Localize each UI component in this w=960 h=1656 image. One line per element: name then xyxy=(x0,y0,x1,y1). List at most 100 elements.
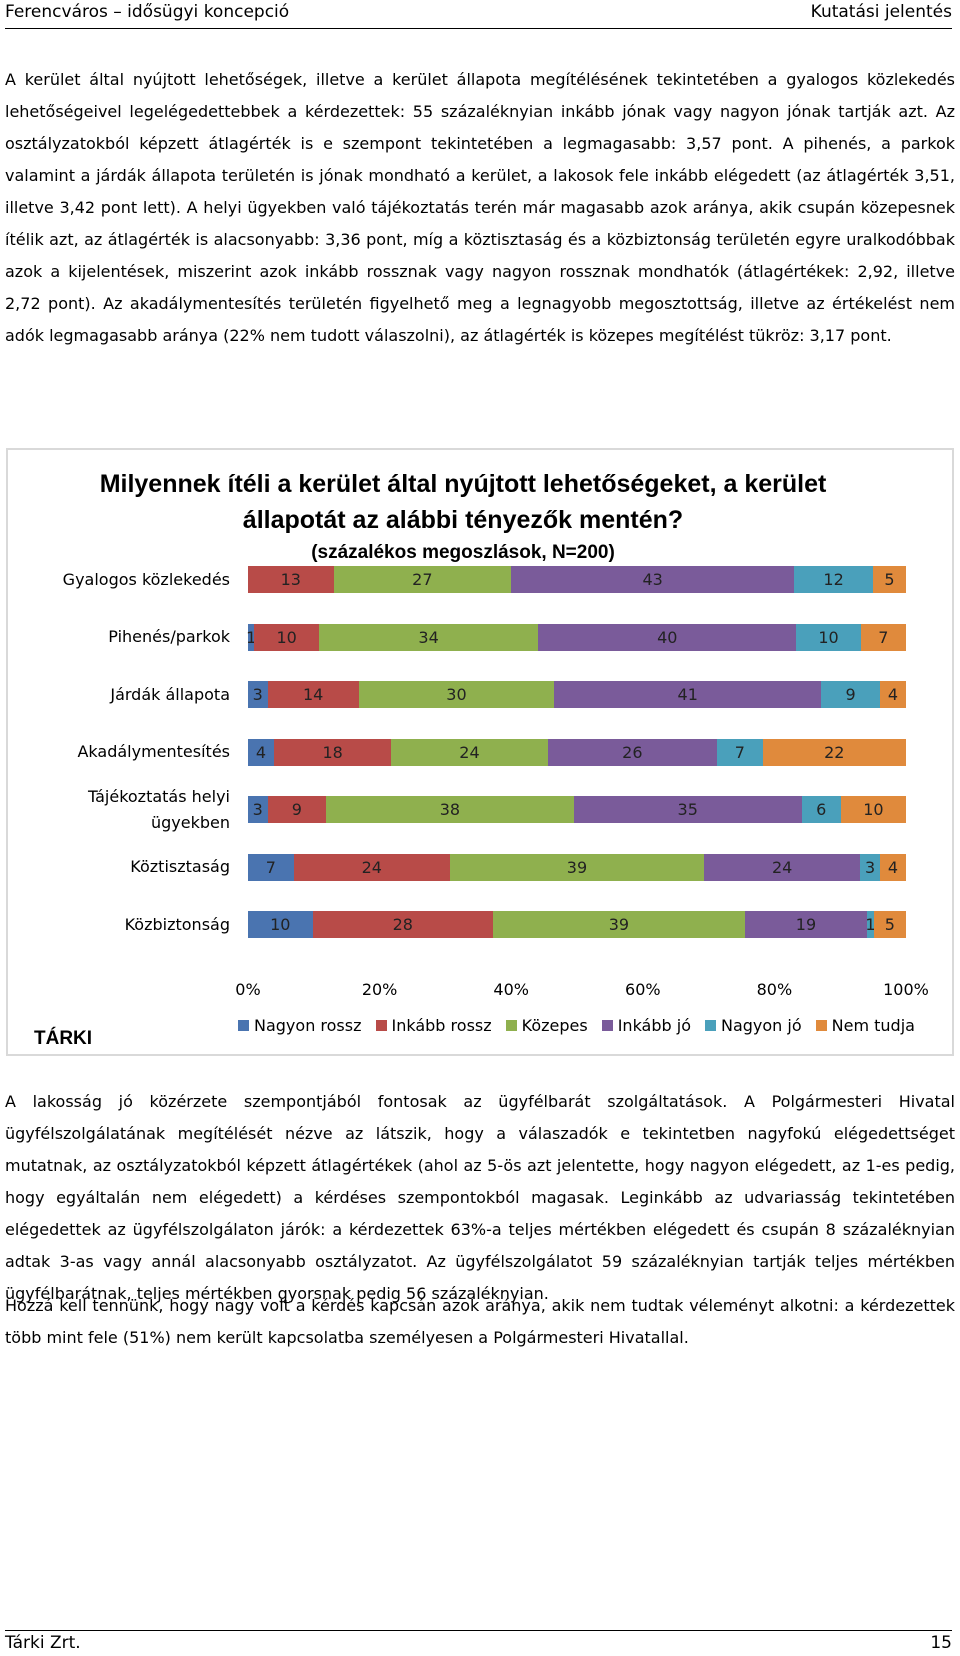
bar-segment: 7 xyxy=(717,738,763,766)
data-label: 38 xyxy=(439,800,461,819)
bar-segment: 24 xyxy=(704,853,861,881)
page-footer: Tárki Zrt. 15 xyxy=(5,1630,952,1656)
category-label: Pihenés/parkok xyxy=(108,627,230,646)
bar-segment: 14 xyxy=(267,681,359,708)
data-label: 6 xyxy=(816,800,827,819)
legend-swatch xyxy=(704,1020,716,1031)
bar-segment: 1 xyxy=(865,911,876,938)
header-report-type: Kutatási jelentés xyxy=(810,2,952,22)
data-label: 40 xyxy=(657,627,678,647)
category-label: Közbiztonság xyxy=(124,914,230,934)
bar-segment: 38 xyxy=(326,796,574,823)
data-label: 14 xyxy=(302,685,324,704)
legend-label: Nagyon jó xyxy=(720,1016,802,1035)
bar-segment: 35 xyxy=(573,796,802,823)
legend-entry: Nagyon rossz xyxy=(238,1016,362,1035)
stacked-bar: 1 10 34 40 10 7 xyxy=(246,623,906,651)
paragraph-district-assessment: A kerület által nyújtott lehetőségek, il… xyxy=(5,70,955,345)
data-label: 12 xyxy=(823,570,844,589)
legend-label: Nem tudja xyxy=(831,1016,915,1035)
data-label: 9 xyxy=(845,685,856,704)
page-header: Ferencváros – idősügyi koncepció Kutatás… xyxy=(5,0,952,29)
x-tick-label: 60% xyxy=(625,980,661,999)
x-tick-label: 0% xyxy=(235,980,261,999)
bar-segment: 40 xyxy=(538,623,797,651)
bar-segment: 4 xyxy=(879,853,906,881)
bar-segment: 28 xyxy=(312,911,494,938)
data-label: 41 xyxy=(677,685,698,704)
legend-entry: Közepes xyxy=(505,1016,588,1035)
data-label: 3 xyxy=(252,685,263,704)
bar-segment: 4 xyxy=(879,681,906,708)
bar-segment: 39 xyxy=(493,911,745,938)
bar-segment: 18 xyxy=(274,738,392,766)
data-label: 26 xyxy=(622,742,643,762)
bar-segment: 7 xyxy=(860,623,906,651)
data-label: 19 xyxy=(795,915,817,934)
data-label: 34 xyxy=(418,627,439,647)
chart-title: Milyennek ítéli a kerület által nyújtott… xyxy=(99,470,827,534)
category-label: Tájékoztatás helyi ügyekben xyxy=(87,786,230,832)
data-label: 13 xyxy=(280,570,301,589)
bar-segment: 12 xyxy=(794,566,874,593)
page-number: 15 xyxy=(930,1633,952,1653)
stacked-bar: 4 18 24 26 7 22 xyxy=(248,738,906,766)
bar-segment: 24 xyxy=(293,853,450,881)
data-label: 43 xyxy=(642,570,663,589)
stacked-bar: 13 27 43 12 5 xyxy=(248,566,906,593)
category-label: Járdák állapota xyxy=(110,684,230,704)
data-label: 1 xyxy=(865,915,876,934)
x-tick-label: 20% xyxy=(361,980,398,999)
data-label: 18 xyxy=(322,742,343,762)
legend-swatch xyxy=(601,1020,613,1031)
legend-swatch xyxy=(815,1020,827,1031)
bar-segment: 43 xyxy=(511,566,795,593)
stacked-bar: 10 28 39 19 1 5 xyxy=(248,911,906,938)
data-label: 5 xyxy=(884,570,895,589)
x-tick-label: 80% xyxy=(756,980,793,999)
data-label: 22 xyxy=(824,742,845,762)
x-tick-label: 40% xyxy=(493,980,529,999)
data-label: 27 xyxy=(412,570,433,589)
paragraph-no-contact: Hozzá kell tennünk, hogy nagy volt a kér… xyxy=(5,1296,955,1347)
category-label: Akadálymentesítés xyxy=(77,742,230,761)
legend-label: Inkább jó xyxy=(617,1016,691,1035)
legend-entry: Inkább rossz xyxy=(375,1016,492,1035)
data-label: 10 xyxy=(270,915,291,934)
legend-label: Közepes xyxy=(521,1016,588,1035)
data-label: 4 xyxy=(887,685,898,704)
stacked-bar-chart: Milyennek ítéli a kerület által nyújtott… xyxy=(6,448,954,1056)
bar-segment: 5 xyxy=(873,911,906,938)
bar-segment: 13 xyxy=(248,566,334,593)
bar-segment: 5 xyxy=(873,566,906,593)
data-label: 5 xyxy=(884,915,895,934)
bar-segment: 10 xyxy=(796,623,861,651)
legend-entry: Inkább jó xyxy=(601,1016,691,1035)
bar-segment: 10 xyxy=(840,796,906,823)
bar-segment: 3 xyxy=(860,853,880,881)
legend-label: Nagyon rossz xyxy=(254,1016,362,1035)
bar-segment: 26 xyxy=(547,738,718,766)
data-label: 24 xyxy=(361,857,382,877)
stacked-bar: 3 9 38 35 6 10 xyxy=(248,796,906,823)
data-label: 10 xyxy=(276,627,297,647)
data-label: 35 xyxy=(677,800,698,819)
data-label: 10 xyxy=(863,800,884,819)
bar-segment: 3 xyxy=(248,681,268,708)
bar-segment: 22 xyxy=(762,738,906,766)
data-label: 1 xyxy=(246,627,257,647)
legend-swatch xyxy=(375,1020,387,1031)
footer-publisher: Tárki Zrt. xyxy=(5,1633,81,1653)
bar-segment: 7 xyxy=(248,853,294,881)
data-label: 3 xyxy=(252,800,263,819)
data-label: 7 xyxy=(265,857,276,877)
data-label: 7 xyxy=(878,627,889,647)
bar-segment: 39 xyxy=(449,853,705,881)
bar-segment: 41 xyxy=(554,681,822,708)
bar-segment: 10 xyxy=(248,911,313,938)
stacked-bar: 3 14 30 41 9 4 xyxy=(248,681,906,708)
data-label: 4 xyxy=(887,857,898,877)
tarki-logo: TÁRKI xyxy=(34,1028,93,1049)
bar-segment: 10 xyxy=(254,623,319,651)
bar-segment: 6 xyxy=(801,796,841,823)
